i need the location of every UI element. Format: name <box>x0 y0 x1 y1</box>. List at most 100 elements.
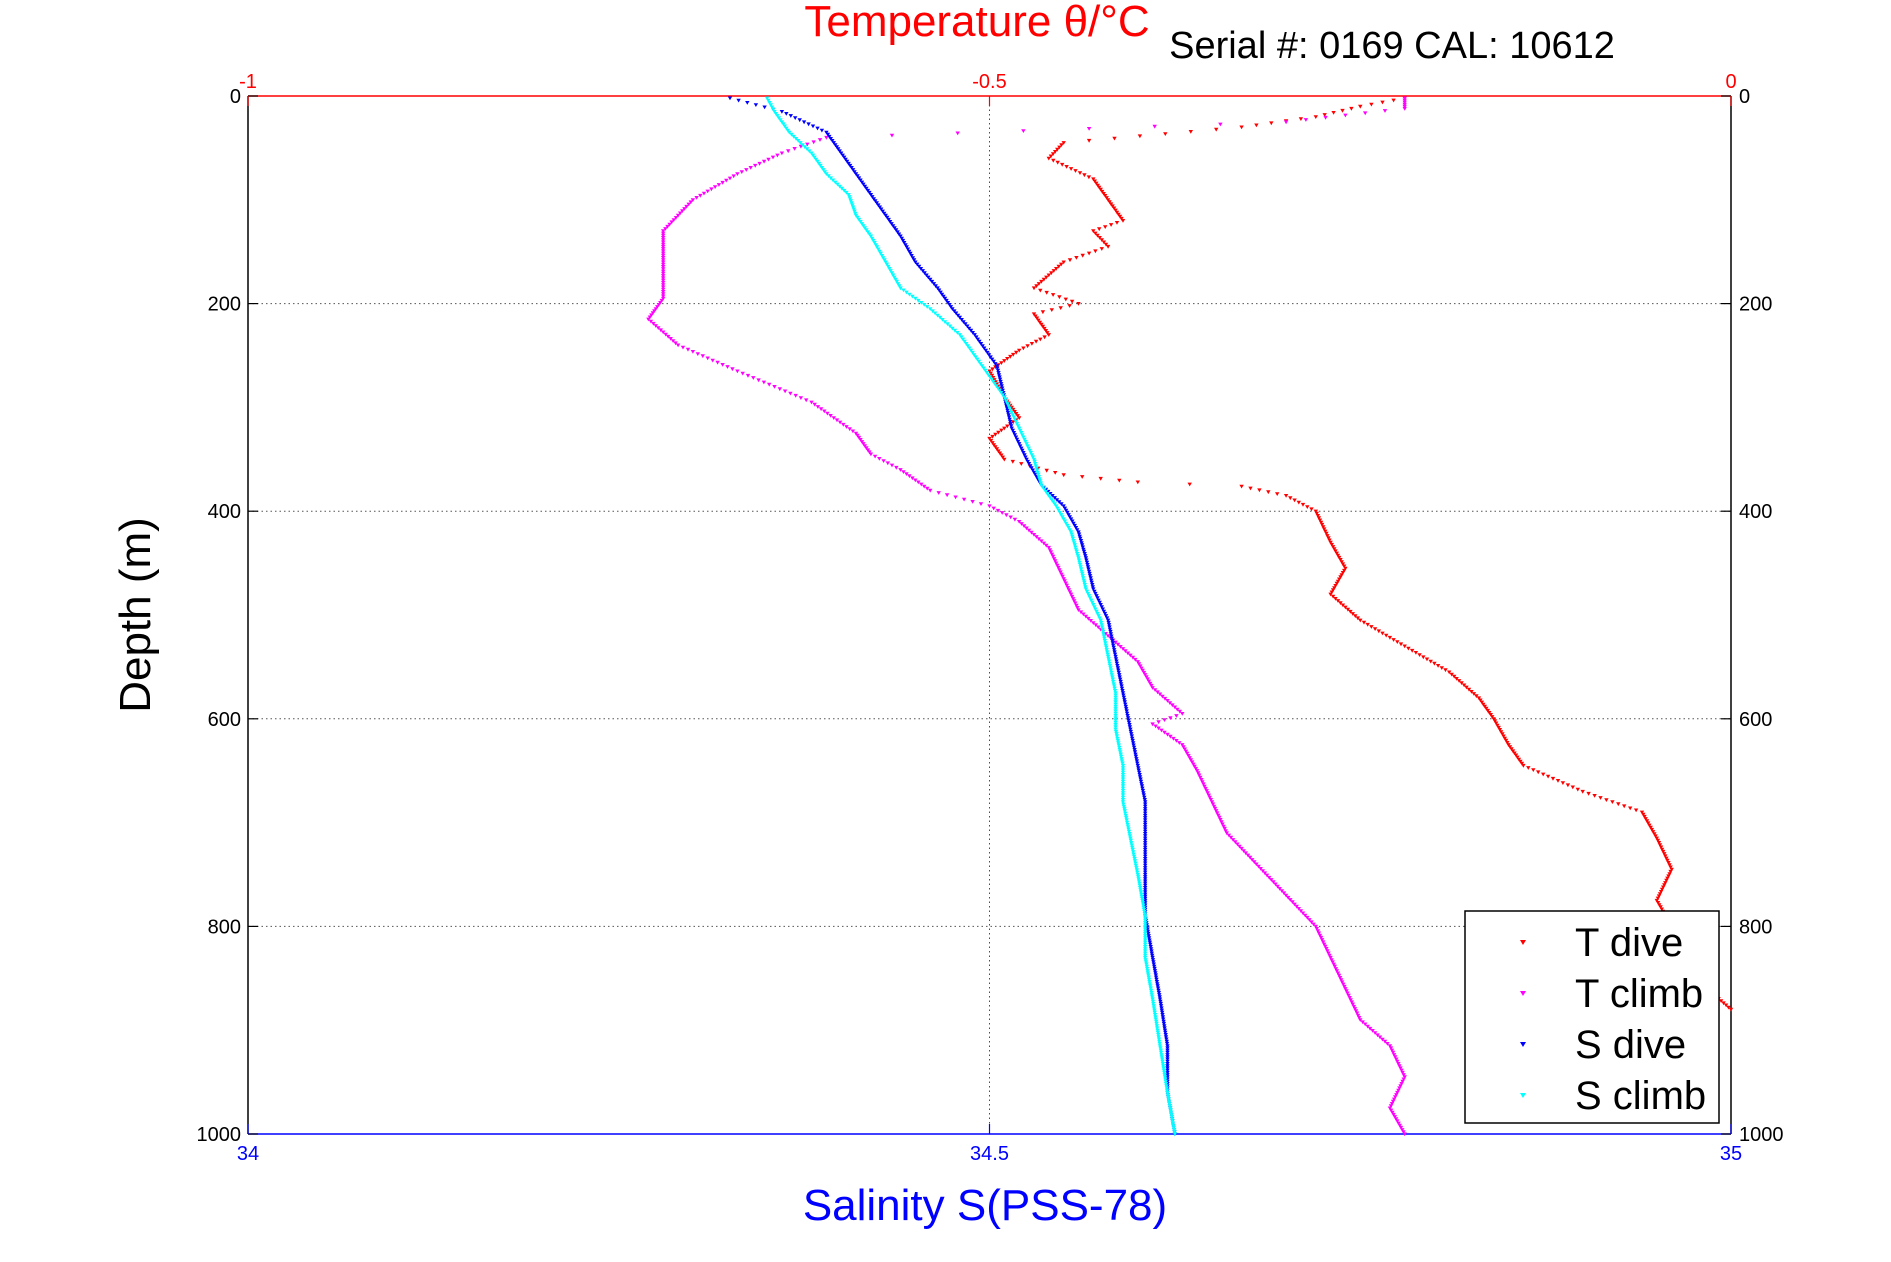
data-point <box>1120 763 1126 768</box>
data-point <box>753 103 759 107</box>
data-point <box>712 185 718 189</box>
data-point <box>1138 890 1144 895</box>
data-point <box>945 322 950 327</box>
data-point <box>961 320 966 324</box>
depth-tick-label-left: 400 <box>208 501 241 523</box>
data-point <box>1485 708 1490 713</box>
data-point <box>1143 843 1148 848</box>
data-point <box>1099 605 1104 609</box>
data-point <box>1154 1019 1159 1024</box>
data-point <box>1358 104 1363 109</box>
data-point <box>1146 973 1151 978</box>
data-point <box>900 238 906 243</box>
data-point <box>682 207 687 211</box>
data-point <box>1108 666 1113 671</box>
data-point <box>1339 573 1344 577</box>
data-point <box>1101 609 1107 614</box>
data-point <box>817 138 823 142</box>
data-point <box>1133 861 1138 866</box>
temperature-tick-label: -0.5 <box>972 71 1006 93</box>
data-point <box>1015 439 1021 444</box>
data-point <box>1168 1108 1173 1113</box>
data-point <box>1080 253 1085 258</box>
data-point <box>1654 836 1659 841</box>
data-point <box>1038 481 1043 486</box>
data-point <box>701 191 707 196</box>
data-point <box>844 425 849 429</box>
data-point <box>1086 251 1092 256</box>
data-point <box>1168 716 1173 720</box>
data-point <box>846 193 851 197</box>
data-point <box>1033 464 1038 468</box>
data-point <box>1033 462 1038 466</box>
data-point <box>955 331 960 335</box>
data-point <box>1113 711 1118 716</box>
data-point <box>947 303 952 307</box>
data-point <box>1153 971 1158 975</box>
data-point <box>1348 609 1353 614</box>
data-point <box>1112 652 1118 657</box>
data-point <box>1107 625 1112 630</box>
data-point <box>1114 210 1120 215</box>
data-point <box>1135 763 1140 768</box>
data-point <box>1105 652 1110 657</box>
data-point <box>881 459 886 463</box>
data-point <box>1057 295 1062 300</box>
data-point <box>1428 659 1433 664</box>
data-point <box>1150 722 1155 727</box>
temperature-tick-label: 0 <box>1725 71 1736 93</box>
data-point <box>1417 653 1422 657</box>
data-point <box>1643 817 1648 821</box>
data-point <box>740 371 745 376</box>
data-point <box>1188 130 1193 134</box>
data-point <box>1096 598 1101 603</box>
data-point <box>992 382 997 386</box>
data-point <box>1146 936 1152 941</box>
data-point <box>1117 748 1122 752</box>
data-point <box>791 134 796 139</box>
data-point <box>999 361 1004 365</box>
data-point <box>1033 339 1039 344</box>
data-point <box>1109 634 1114 639</box>
data-point <box>661 229 666 234</box>
data-point <box>1616 802 1621 807</box>
depth-tick-label-right: 600 <box>1739 709 1772 731</box>
data-point <box>1120 788 1126 793</box>
data-point <box>1093 591 1098 596</box>
data-point <box>1648 825 1653 830</box>
data-point <box>837 420 843 425</box>
data-point <box>1283 494 1289 498</box>
data-point <box>1162 730 1167 735</box>
data-point <box>904 472 909 476</box>
data-point <box>1152 688 1158 692</box>
data-point <box>850 168 856 172</box>
data-point <box>1305 915 1310 920</box>
data-point <box>663 332 668 337</box>
data-point <box>1127 725 1133 730</box>
data-point <box>1113 729 1119 734</box>
data-point <box>1112 136 1117 141</box>
data-point <box>1147 940 1153 945</box>
data-point <box>1104 645 1109 650</box>
data-point <box>1376 629 1381 634</box>
data-point <box>1143 883 1148 888</box>
data-point <box>1131 743 1136 748</box>
data-point <box>1143 829 1148 834</box>
data-point <box>1150 997 1155 1002</box>
data-point <box>1269 121 1274 126</box>
data-point <box>1158 1048 1163 1053</box>
data-point <box>1316 516 1322 521</box>
data-point <box>1116 741 1121 745</box>
data-point <box>1143 945 1148 949</box>
data-point <box>1087 574 1093 578</box>
data-point <box>1338 601 1343 606</box>
data-point <box>1059 502 1064 507</box>
data-point <box>1143 811 1148 816</box>
data-point <box>1082 583 1087 587</box>
data-point <box>1108 202 1114 207</box>
data-point <box>1133 863 1139 868</box>
data-point <box>988 439 994 443</box>
data-point <box>1110 641 1115 646</box>
data-point <box>730 367 735 372</box>
data-point <box>1345 607 1351 612</box>
